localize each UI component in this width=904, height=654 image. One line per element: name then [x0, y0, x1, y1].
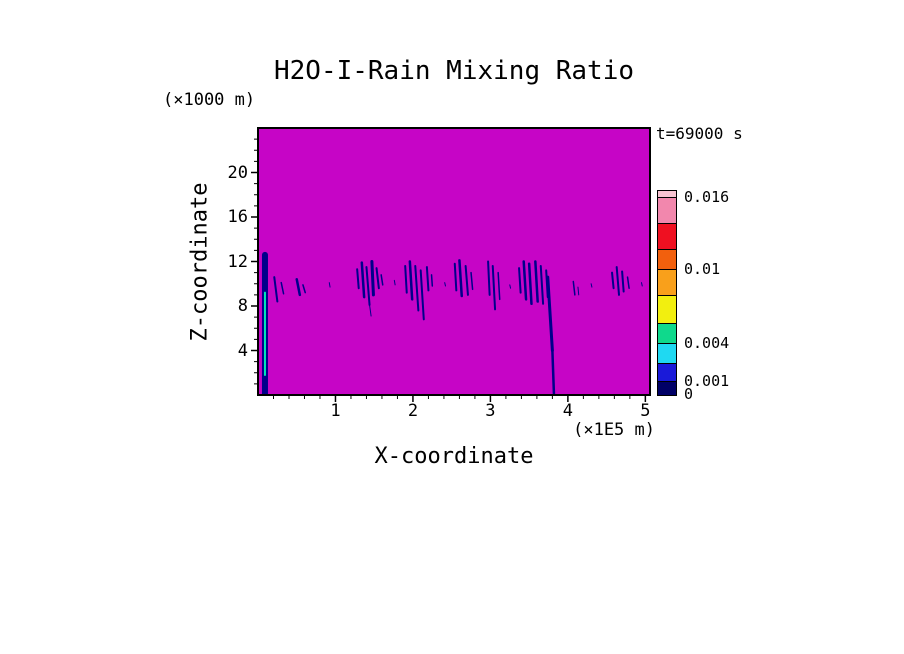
y-tick-label: 4 — [237, 340, 248, 361]
mixing-ratio-field — [258, 128, 650, 395]
x-axis-units: (×1E5 m) — [573, 420, 655, 440]
colorbar — [657, 190, 677, 396]
colorbar-labels: 0.016 0.01 0.004 0.001 0 — [684, 188, 754, 404]
x-tick-label: 5 — [640, 401, 651, 421]
colorbar-segment — [658, 270, 676, 296]
colorbar-label: 0.004 — [684, 334, 730, 352]
y-tick-label: 8 — [237, 296, 248, 316]
colorbar-segment — [658, 324, 676, 344]
colorbar-segment — [658, 296, 676, 324]
colorbar-segment — [658, 198, 676, 224]
x-tick-label: 2 — [407, 401, 419, 421]
rain-streaks — [261, 251, 643, 395]
y-tick-labels: 4 8 12 16 20 — [196, 128, 248, 395]
y-tick-label: 12 — [227, 251, 248, 272]
y-tick-label: 16 — [227, 207, 248, 227]
plot-area — [251, 127, 651, 402]
x-tick-labels: 1 2 3 4 5 — [258, 401, 650, 421]
colorbar-segment — [658, 344, 676, 364]
y-axis-units: (×1000 m) — [163, 90, 256, 110]
colorbar-segment — [658, 191, 676, 198]
x-tick-label: 3 — [485, 401, 496, 421]
colorbar-segment — [658, 250, 676, 270]
colorbar-label: 0.001 — [684, 372, 730, 390]
chart-title: H2O-I-Rain Mixing Ratio — [273, 56, 635, 86]
colorbar-segment — [658, 364, 676, 382]
colorbar-segment — [658, 382, 676, 395]
x-tick-label: 1 — [330, 401, 341, 421]
colorbar-label: 0.01 — [684, 260, 721, 278]
y-tick-label: 20 — [227, 162, 248, 183]
x-tick-label: 4 — [562, 401, 573, 421]
x-axis-label: X-coordinate — [374, 444, 534, 469]
colorbar-label: 0 — [684, 385, 694, 403]
colorbar-label: 0.016 — [684, 188, 730, 206]
colorbar-segment — [658, 224, 676, 250]
time-annotation: t=69000 s — [656, 124, 743, 143]
axis-ticks — [251, 138, 647, 402]
